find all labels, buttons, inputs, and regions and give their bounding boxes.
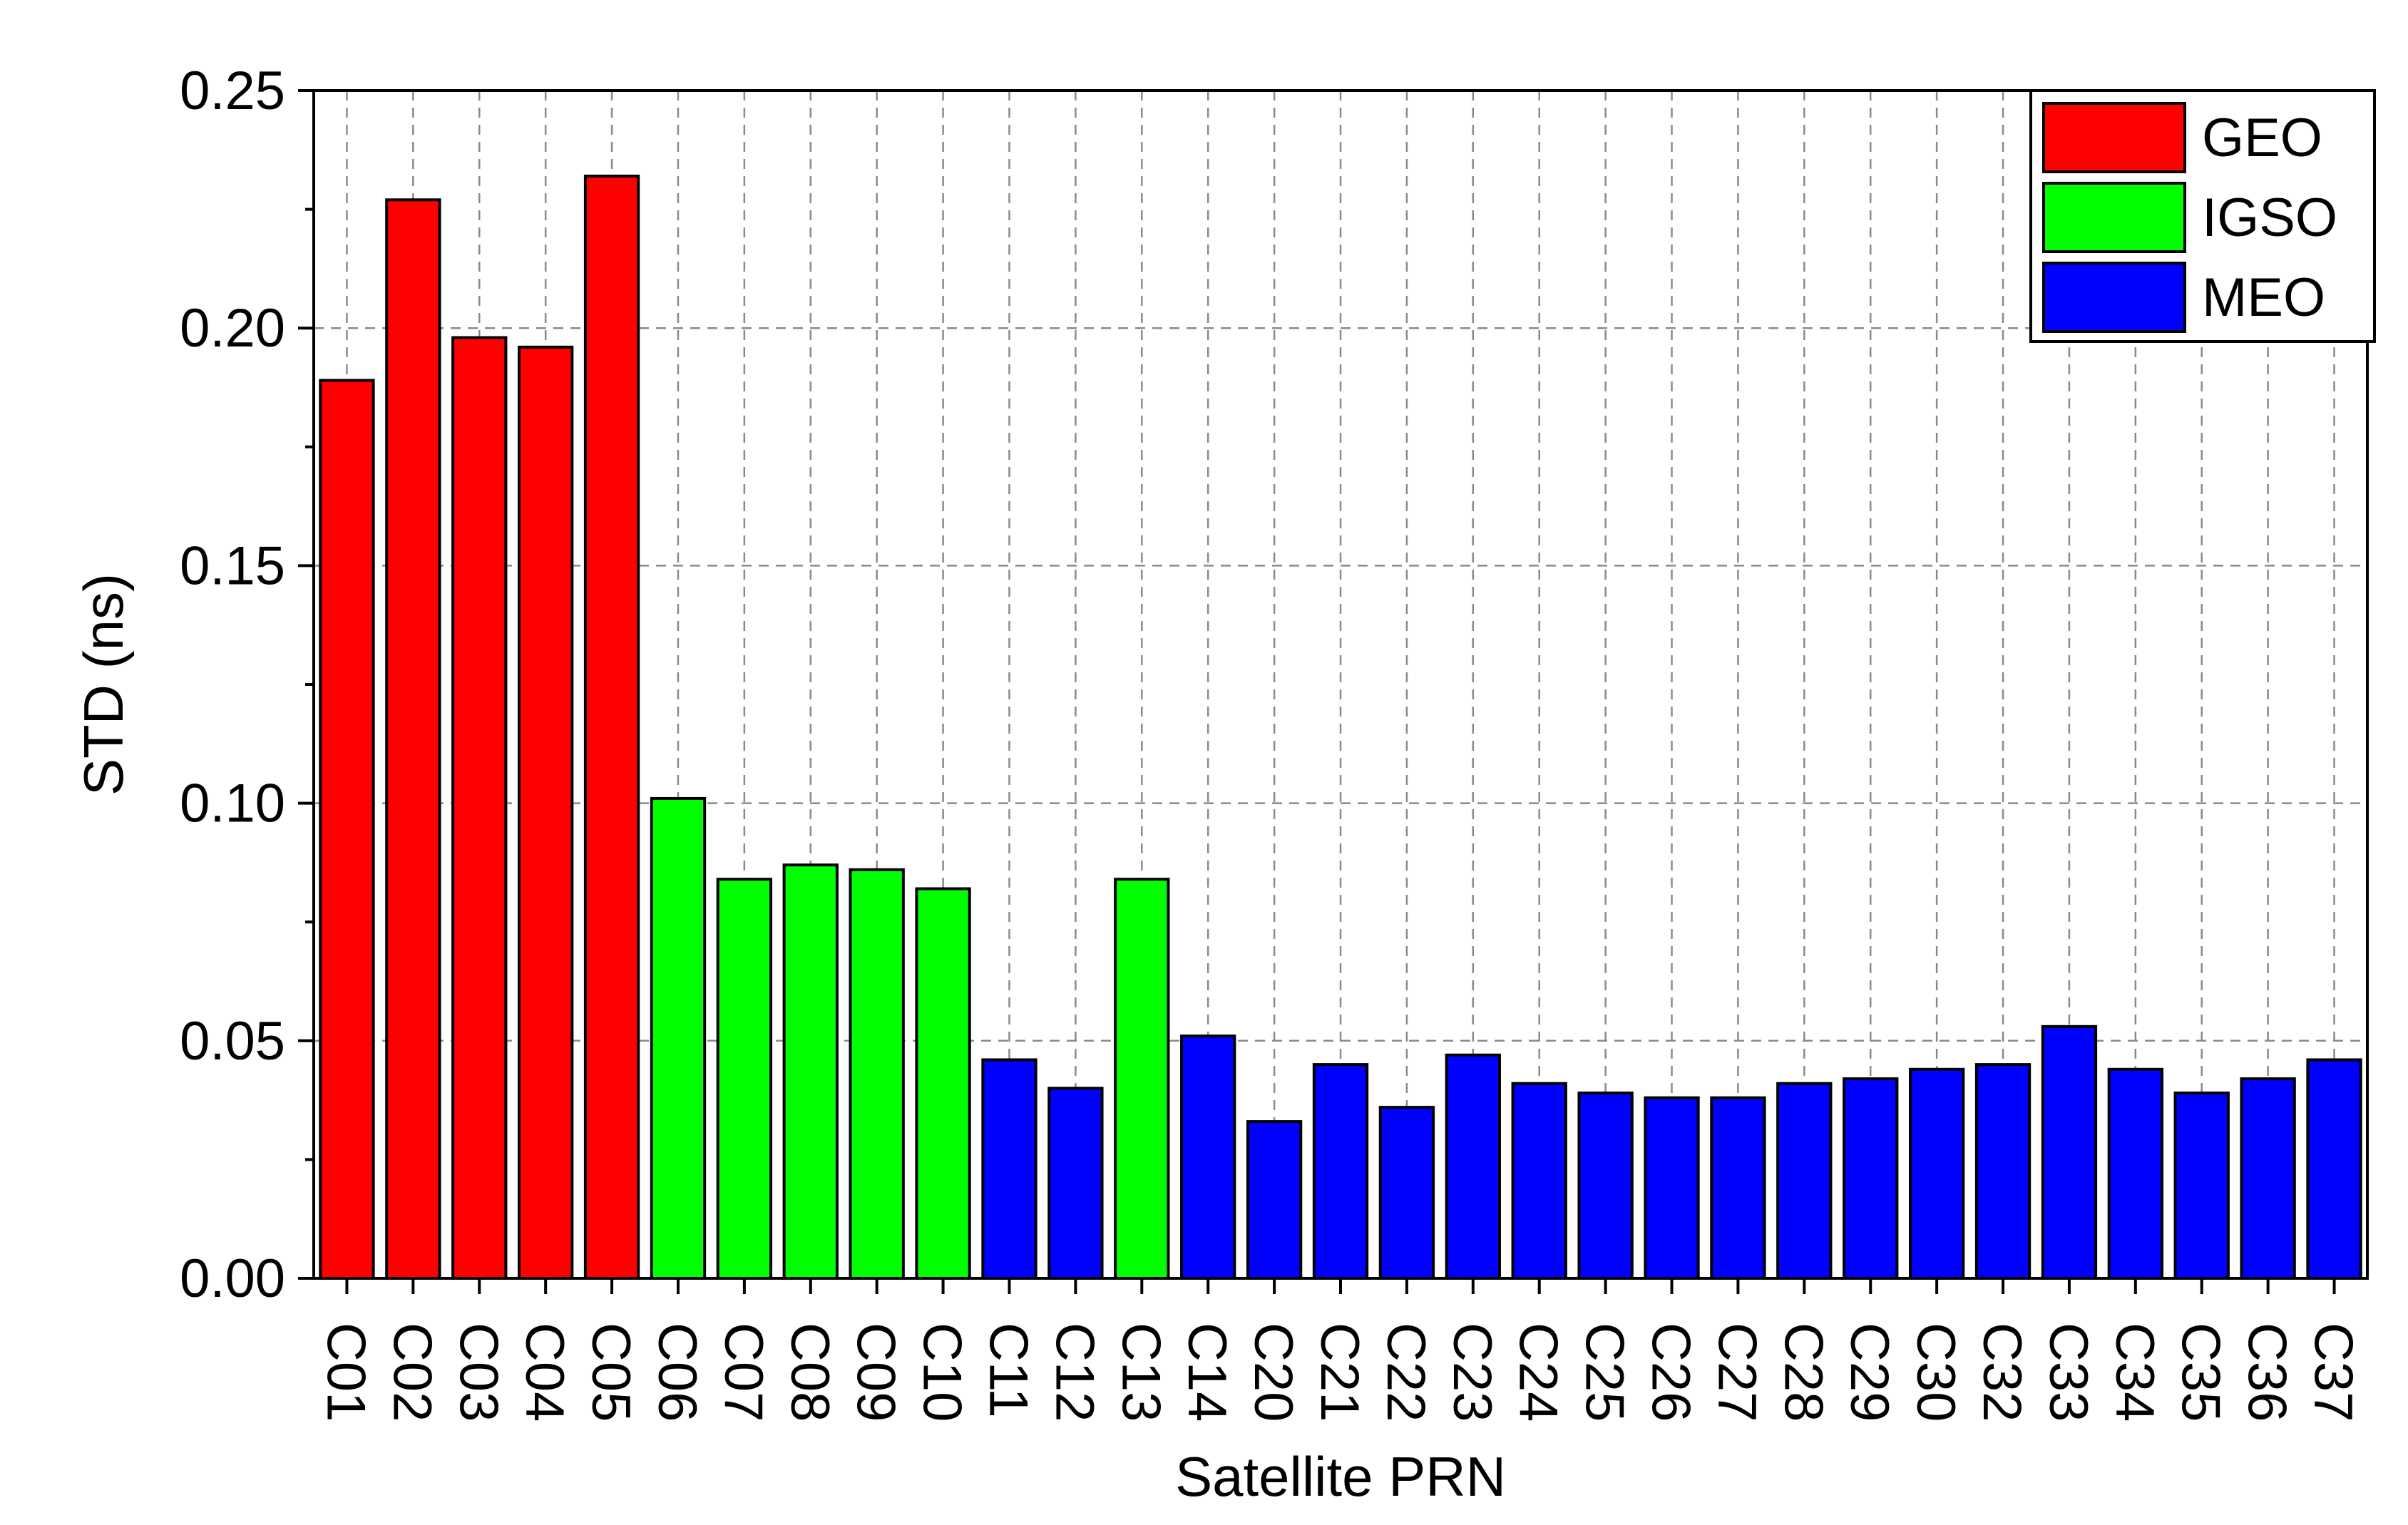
- x-tick-label: C06: [647, 1323, 707, 1422]
- y-tick-label: 0.05: [180, 1011, 285, 1072]
- x-tick-label: C09: [846, 1323, 906, 1422]
- bar-c25: [1577, 1092, 1634, 1280]
- x-tick-label: C28: [1773, 1323, 1833, 1422]
- bar-c12: [1047, 1087, 1104, 1280]
- bar-c09: [849, 868, 905, 1280]
- legend-swatch-meo: [2042, 262, 2186, 333]
- x-axis-title: Satellite PRN: [1175, 1445, 1506, 1508]
- x-tick-label: C21: [1309, 1323, 1370, 1422]
- x-tick-label: C08: [779, 1323, 840, 1422]
- x-tick-label: C35: [2171, 1323, 2231, 1422]
- legend-swatch-igso: [2042, 182, 2186, 253]
- x-tick-label: C07: [713, 1323, 774, 1422]
- y-axis-title: STD (ns): [72, 573, 135, 796]
- bar-c37: [2306, 1058, 2362, 1280]
- bar-c11: [981, 1058, 1038, 1280]
- bar-c06: [650, 796, 707, 1280]
- y-tick-label: 0.15: [180, 535, 285, 596]
- x-tick-label: C01: [315, 1323, 376, 1422]
- legend-label-igso: IGSO: [2202, 188, 2337, 248]
- bar-c24: [1511, 1082, 1567, 1280]
- bar-c10: [915, 887, 971, 1280]
- y-tick-label: 0.10: [180, 774, 285, 834]
- bar-c29: [1843, 1077, 1899, 1280]
- bar-c35: [2173, 1092, 2230, 1280]
- x-tick-label: C04: [514, 1323, 575, 1422]
- bar-c20: [1246, 1120, 1303, 1280]
- bar-c36: [2240, 1077, 2296, 1280]
- x-tick-label: C03: [448, 1323, 508, 1422]
- x-axis: C01 C02 C03 C04 C05 C06 C07 C08 C09 C10 C11 C12 C13 C…: [315, 1278, 2364, 1422]
- legend: GEO IGSO MEO: [2029, 89, 2376, 343]
- x-tick-label: C05: [580, 1323, 641, 1422]
- x-tick-label: C20: [1243, 1323, 1303, 1422]
- bar-c14: [1180, 1034, 1236, 1280]
- bar-c27: [1710, 1096, 1766, 1280]
- bar-c07: [716, 878, 773, 1280]
- bar-c02: [385, 198, 441, 1280]
- x-tick-label: C36: [2237, 1323, 2297, 1422]
- x-tick-label: C30: [1905, 1323, 1966, 1422]
- x-tick-label: C22: [1375, 1323, 1436, 1422]
- x-tick-label: C23: [1442, 1323, 1502, 1422]
- bar-c03: [451, 336, 508, 1280]
- bar-c21: [1312, 1063, 1369, 1280]
- x-tick-label: C10: [912, 1323, 973, 1422]
- x-tick-label: C29: [1839, 1323, 1900, 1422]
- x-tick-label: C33: [2038, 1323, 2099, 1422]
- legend-label-geo: GEO: [2202, 108, 2322, 168]
- x-tick-label: C27: [1706, 1323, 1767, 1422]
- bar-c01: [319, 379, 375, 1280]
- x-tick-label: C34: [2104, 1323, 2165, 1422]
- bar-c22: [1378, 1106, 1435, 1280]
- x-tick-label: C02: [381, 1323, 442, 1422]
- bar-c23: [1445, 1053, 1501, 1280]
- legend-swatch-geo: [2042, 102, 2186, 173]
- y-axis: 0.00 0.05 0.10 0.15 0.20 0.25: [180, 61, 314, 1309]
- bar-c33: [2041, 1025, 2098, 1280]
- bar-c30: [1908, 1067, 1965, 1280]
- x-tick-label: C13: [1110, 1323, 1171, 1422]
- y-tick-label: 0.20: [180, 298, 285, 359]
- bar-c28: [1776, 1082, 1833, 1280]
- bar-c13: [1114, 878, 1170, 1280]
- x-tick-label: C25: [1574, 1323, 1635, 1422]
- legend-label-meo: MEO: [2202, 267, 2325, 328]
- y-tick-label: 0.25: [180, 61, 285, 121]
- bar-c04: [518, 345, 574, 1280]
- bar-c32: [1974, 1063, 2032, 1280]
- x-tick-label: C24: [1508, 1323, 1569, 1422]
- x-tick-label: C26: [1641, 1323, 1701, 1422]
- bar-c34: [2107, 1067, 2164, 1280]
- bars: [319, 174, 2362, 1280]
- x-tick-label: C32: [1972, 1323, 2032, 1422]
- x-tick-label: C14: [1177, 1323, 1237, 1422]
- bar-c05: [583, 174, 640, 1280]
- x-tick-label: C11: [978, 1323, 1038, 1418]
- x-tick-label: C12: [1044, 1323, 1105, 1422]
- bar-c26: [1644, 1096, 1700, 1280]
- y-tick-label: 0.00: [180, 1248, 285, 1309]
- x-tick-label: C37: [2303, 1323, 2364, 1422]
- bar-c08: [782, 863, 839, 1280]
